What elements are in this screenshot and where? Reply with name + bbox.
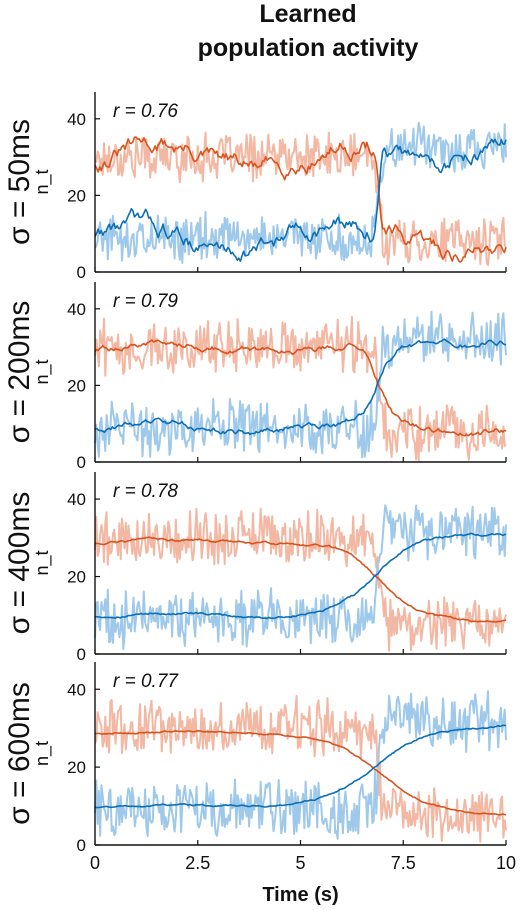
smoothed-series-3 [94,136,507,263]
y-tick-label: 0 [77,645,86,664]
x-axis-label: Time (s) [262,884,338,906]
y-tick-label: 20 [67,758,86,777]
y-axis-label: n_t [32,359,53,384]
y-axis-label: n_t [32,550,53,575]
y-tick-label: 20 [67,186,86,205]
panel-2: 0 20 40 r = 0.79 n_tσ = 200ms [3,282,507,472]
correlation-annotation: r = 0.77 [113,671,179,692]
raw-series-2 [94,310,507,459]
x-tick-label: 5 [295,853,305,873]
row-label: σ = 400ms [3,492,36,635]
smoothed-series-4 [94,724,507,809]
figure-title-line-1: Learned [259,0,357,28]
correlation-annotation: r = 0.78 [113,481,178,502]
y-tick-label: 0 [77,263,86,282]
x-tick-label: 7.5 [391,853,416,873]
y-tick-label: 40 [67,490,86,509]
y-tick-label: 40 [67,110,86,129]
correlation-annotation: r = 0.76 [113,101,178,122]
y-tick-label: 20 [67,568,86,587]
y-tick-label: 20 [67,376,86,395]
y-tick-label: 0 [77,836,86,855]
panel-1: 0 20 40 r = 0.76 n_tσ = 50ms [3,92,507,282]
raw-series-1 [94,131,507,267]
x-tick-label: 10 [496,853,516,873]
figure-title-line-2: population activity [197,34,419,62]
row-label: σ = 600ms [3,682,36,825]
smoothed-series-3 [94,730,507,816]
row-label: σ = 200ms [3,301,36,444]
panel-3: 0 20 40 r = 0.78 n_tσ = 400ms [3,472,507,664]
panel-4: 0 20 40 0 2.5 5 7.5 10 Time (s) r = 0.77 n_tσ = 60… [3,662,516,906]
smoothed-series-4 [94,532,507,620]
correlation-annotation: r = 0.79 [113,291,178,312]
y-tick-label: 40 [67,300,86,319]
y-axis-label: n_t [32,169,53,194]
x-tick-label: 0 [90,853,100,873]
smoothed-series-4 [94,338,507,436]
y-axis-label: n_t [32,741,53,766]
smoothed-series-3 [94,339,507,437]
raw-series-1 [94,694,507,843]
smoothed-series-4 [94,138,507,262]
raw-series-1 [94,507,507,652]
smoothed-series-3 [94,536,507,623]
raw-series-2 [94,121,507,264]
x-tick-label: 2.5 [185,853,210,873]
raw-series-2 [94,504,507,651]
y-tick-label: 40 [67,680,86,699]
row-label: σ = 50ms [3,119,36,245]
y-tick-label: 0 [77,453,86,472]
